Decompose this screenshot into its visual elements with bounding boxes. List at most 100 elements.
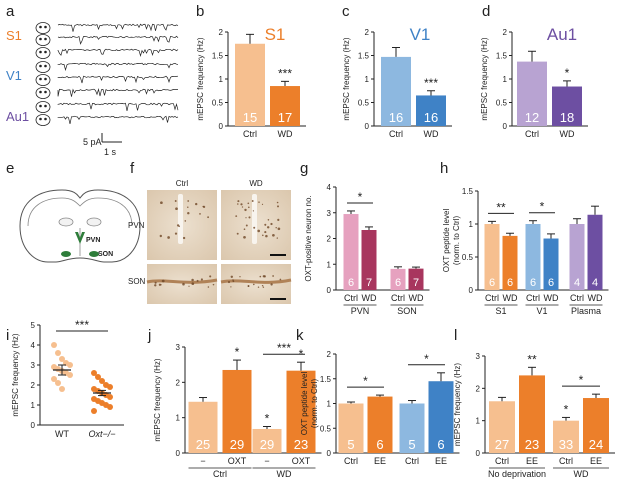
brain-dot-icon — [44, 90, 47, 94]
bar — [188, 401, 218, 453]
neuron-dot — [261, 203, 264, 205]
category-label: Ctrl — [405, 456, 419, 466]
neuron-dot — [241, 206, 244, 208]
neuron-dot — [272, 233, 275, 237]
neuron-dot — [248, 216, 251, 219]
neuron-dot — [174, 232, 178, 235]
neuron-dot — [182, 282, 185, 286]
n-label: 33 — [559, 437, 573, 452]
bar — [569, 224, 585, 290]
y-tick-label: 5 — [31, 321, 36, 330]
micrograph-son-wd — [221, 264, 291, 304]
y-axis-label: OXT peptide level(norm. to Ctrl) — [300, 372, 319, 436]
neuron-dot — [264, 231, 267, 234]
neuron-dot — [209, 275, 212, 278]
data-point — [55, 380, 61, 386]
significance-mark: * — [363, 374, 368, 388]
chart-c: 0 0.5 1 1.5 2 mEPSC frequency (Hz) V1 16 Ctrl 16 W… — [342, 25, 452, 139]
bar — [416, 95, 446, 126]
data-point — [107, 404, 113, 410]
significance-mark: * — [265, 412, 270, 426]
neuron-dot — [207, 286, 210, 288]
chart-title: Au1 — [547, 25, 577, 44]
neuron-dot — [184, 220, 187, 222]
panel-letter-a: a — [6, 3, 15, 20]
n-label: 6 — [376, 437, 383, 452]
trace-line — [57, 35, 179, 45]
bar — [399, 403, 425, 453]
category-label: Ctrl — [570, 293, 584, 303]
brain-dot-icon — [39, 25, 42, 29]
y-axis-label: mEPSC frequency (Hz) — [196, 37, 205, 120]
y-tick-label: 1 — [176, 414, 181, 423]
y-axis-label: OXT-positive neuron no. — [304, 195, 313, 281]
neuron-dot — [258, 201, 260, 203]
n-label: 23 — [525, 437, 539, 452]
bar — [235, 43, 265, 126]
group-label: S1 — [495, 306, 506, 316]
y-tick-label: 2 — [176, 378, 181, 387]
y-tick-label: 3 — [476, 352, 481, 361]
neuron-dot — [191, 278, 194, 282]
brain-dot-icon — [44, 77, 47, 81]
neuron-dot — [237, 200, 240, 203]
neuron-dot — [276, 201, 279, 204]
neuron-dot — [236, 232, 239, 235]
neuron-dot — [200, 278, 203, 281]
neuron-dot — [251, 200, 254, 202]
neuron-dot — [257, 286, 260, 288]
significance-mark: *** — [75, 318, 89, 332]
category-label: WD — [409, 293, 424, 303]
panel-a: S1 V1 Au1 5 pA 1 s — [6, 22, 179, 157]
brain-dot-icon — [39, 37, 42, 41]
neuron-dot — [265, 234, 268, 238]
neuron-dot — [174, 200, 177, 202]
brain-dot-icon — [44, 37, 47, 41]
y-tick-label: 2 — [503, 28, 508, 37]
n-label: 5 — [408, 437, 415, 452]
bar — [338, 403, 364, 453]
brain-dot-icon — [44, 25, 47, 29]
neuron-dot — [263, 275, 266, 278]
neuron-dot — [187, 211, 190, 215]
y-tick-label: 0 — [503, 122, 508, 131]
category-label: Ctrl — [485, 293, 499, 303]
neuron-dot — [154, 281, 157, 284]
bar — [286, 370, 316, 453]
data-point — [107, 394, 113, 400]
category-label: WT — [55, 429, 69, 439]
neuron-dot — [176, 224, 180, 227]
bar — [270, 86, 300, 126]
neuron-dot — [175, 207, 178, 211]
y-tick-label: 2 — [31, 381, 36, 390]
row-label-son: SON — [128, 277, 146, 286]
mouse-brain-icon — [35, 61, 51, 73]
chart-i: 0 1 2 3 4 5 mEPSC frequency (Hz) WT Oxt−/− *** — [11, 318, 124, 439]
brain-dot-icon — [39, 50, 42, 54]
data-point — [95, 374, 101, 380]
y-tick-label: 0.5 — [320, 424, 332, 433]
category-label: Ctrl — [243, 129, 257, 139]
y-tick-label: 4 — [327, 183, 332, 192]
y-tick-label: 4 — [31, 341, 36, 350]
bar — [517, 61, 547, 126]
chart-b: 0 0.5 1 1.5 2 mEPSC frequency (Hz) S1 15 Ctrl 17 W… — [196, 25, 306, 139]
neuron-dot — [259, 275, 262, 278]
y-tick-label: 0 — [219, 122, 224, 131]
neuron-dot — [187, 206, 189, 209]
panel-letter-d: d — [482, 3, 490, 20]
panel-f-histology: Ctrl WD PVN SON — [128, 179, 292, 304]
neuron-dot — [247, 202, 250, 205]
neuron-dot — [245, 217, 247, 219]
data-point — [59, 386, 65, 392]
group-label: WD — [277, 469, 292, 479]
y-axis-label-line: OXT peptide level — [300, 372, 309, 436]
y-tick-label: 1.5 — [462, 187, 474, 196]
scale-bar-son — [270, 298, 286, 300]
stained-neurons — [154, 200, 282, 288]
y-axis-label-line: (norm. to Ctrl) — [310, 379, 319, 429]
category-label: WD — [544, 293, 559, 303]
significance-mark: ** — [527, 352, 537, 366]
category-label: Ctrl — [525, 129, 539, 139]
